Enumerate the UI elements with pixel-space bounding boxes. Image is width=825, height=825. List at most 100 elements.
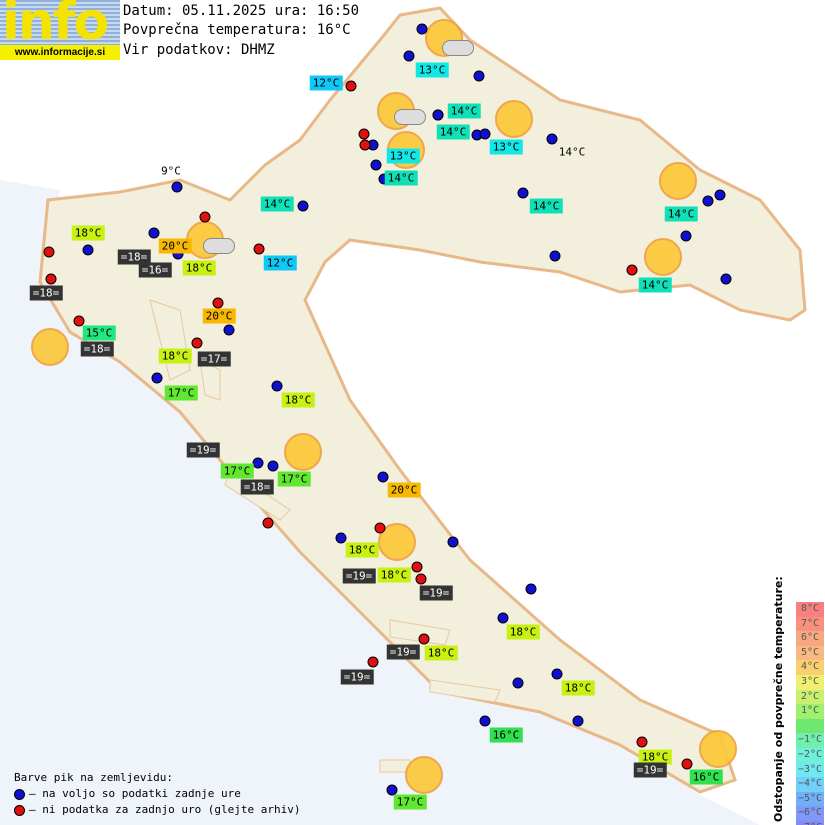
temperature-label[interactable]: 18°C	[345, 542, 379, 558]
station-dot-blue[interactable]	[386, 784, 398, 796]
sea-temperature-label[interactable]: =19=	[340, 669, 374, 685]
temperature-label[interactable]: 17°C	[220, 463, 254, 479]
station-dot-blue[interactable]	[82, 244, 94, 256]
station-dot-blue[interactable]	[473, 70, 485, 82]
logo-url[interactable]: www.informacije.si	[0, 45, 120, 60]
sea-temperature-label[interactable]: =18=	[117, 249, 151, 265]
station-dot-blue[interactable]	[479, 128, 491, 140]
temperature-label[interactable]: 12°C	[263, 255, 297, 271]
scale-step: 3°C	[796, 674, 824, 690]
station-dot-blue[interactable]	[171, 181, 183, 193]
temperature-label[interactable]: 9°C	[161, 164, 181, 178]
sea-temperature-label[interactable]: =19=	[342, 568, 376, 584]
station-dot-blue[interactable]	[720, 273, 732, 285]
station-dot-blue[interactable]	[335, 532, 347, 544]
sea-temperature-label[interactable]: =16=	[138, 262, 172, 278]
station-dot-blue[interactable]	[714, 189, 726, 201]
temperature-label[interactable]: 12°C	[309, 75, 343, 91]
temperature-label[interactable]: 16°C	[489, 727, 523, 743]
station-dot-blue[interactable]	[370, 159, 382, 171]
temperature-label[interactable]: 17°C	[277, 471, 311, 487]
temperature-label[interactable]: 18°C	[281, 392, 315, 408]
station-dot-red[interactable]	[345, 80, 357, 92]
temperature-label[interactable]: 14°C	[384, 170, 418, 186]
station-dot-blue[interactable]	[377, 471, 389, 483]
temperature-label[interactable]: 18°C	[561, 680, 595, 696]
station-dot-blue[interactable]	[512, 677, 524, 689]
sea-temperature-label[interactable]: =18=	[80, 341, 114, 357]
sea-temperature-label[interactable]: =17=	[197, 351, 231, 367]
temperature-label[interactable]: 17°C	[393, 794, 427, 810]
temperature-label[interactable]: 20°C	[158, 238, 192, 254]
temperature-label[interactable]: 14°C	[638, 277, 672, 293]
station-dot-blue[interactable]	[551, 668, 563, 680]
station-dot-blue[interactable]	[271, 380, 283, 392]
temperature-label[interactable]: 18°C	[638, 749, 672, 765]
station-dot-blue[interactable]	[549, 250, 561, 262]
station-dot-red[interactable]	[262, 517, 274, 529]
station-dot-red[interactable]	[359, 139, 371, 151]
station-dot-red[interactable]	[636, 736, 648, 748]
temperature-label[interactable]: 18°C	[182, 260, 216, 276]
station-dot-blue[interactable]	[702, 195, 714, 207]
temperature-label[interactable]: 14°C	[447, 103, 481, 119]
temperature-label[interactable]: 14°C	[664, 206, 698, 222]
temperature-label[interactable]: 13°C	[415, 62, 449, 78]
station-dot-blue[interactable]	[546, 133, 558, 145]
temperature-label[interactable]: 13°C	[489, 139, 523, 155]
temperature-label[interactable]: 14°C	[529, 198, 563, 214]
station-dot-red[interactable]	[43, 246, 55, 258]
temperature-label[interactable]: 17°C	[164, 385, 198, 401]
station-dot-red[interactable]	[253, 243, 265, 255]
temperature-label[interactable]: 13°C	[386, 148, 420, 164]
station-dot-blue[interactable]	[403, 50, 415, 62]
station-dot-red[interactable]	[415, 573, 427, 585]
temperature-label[interactable]: 18°C	[506, 624, 540, 640]
station-dot-blue[interactable]	[517, 187, 529, 199]
station-dot-blue[interactable]	[497, 612, 509, 624]
station-dot-red[interactable]	[418, 633, 430, 645]
station-dot-red[interactable]	[358, 128, 370, 140]
station-dot-red[interactable]	[374, 522, 386, 534]
station-dot-blue[interactable]	[148, 227, 160, 239]
station-dot-red[interactable]	[191, 337, 203, 349]
station-dot-blue[interactable]	[432, 109, 444, 121]
station-dot-blue[interactable]	[151, 372, 163, 384]
temperature-label[interactable]: 15°C	[82, 325, 116, 341]
temperature-label[interactable]: 14°C	[558, 145, 586, 159]
sea-temperature-label[interactable]: =19=	[186, 442, 220, 458]
station-dot-blue[interactable]	[267, 460, 279, 472]
station-dot-red[interactable]	[73, 315, 85, 327]
sea-temperature-label[interactable]: =19=	[633, 762, 667, 778]
temperature-label[interactable]: 16°C	[689, 769, 723, 785]
station-dot-blue[interactable]	[525, 583, 537, 595]
logo[interactable]: info www.informacije.si	[0, 0, 120, 60]
station-dot-blue[interactable]	[447, 536, 459, 548]
station-dot-blue[interactable]	[223, 324, 235, 336]
temperature-label[interactable]: 18°C	[377, 567, 411, 583]
temperature-label[interactable]: 20°C	[202, 308, 236, 324]
station-dot-red[interactable]	[367, 656, 379, 668]
temperature-label[interactable]: 18°C	[71, 225, 105, 241]
temperature-label[interactable]: 18°C	[158, 348, 192, 364]
temperature-label[interactable]: 20°C	[387, 482, 421, 498]
station-dot-blue[interactable]	[297, 200, 309, 212]
station-dot-blue[interactable]	[416, 23, 428, 35]
station-dot-red[interactable]	[199, 211, 211, 223]
station-dot-red[interactable]	[626, 264, 638, 276]
temperature-label[interactable]: 14°C	[260, 196, 294, 212]
temperature-label[interactable]: 14°C	[436, 124, 470, 140]
station-dot-red[interactable]	[681, 758, 693, 770]
sea-temperature-label[interactable]: =19=	[386, 644, 420, 660]
temperature-label[interactable]: 18°C	[424, 645, 458, 661]
station-dot-red[interactable]	[45, 273, 57, 285]
station-dot-red[interactable]	[212, 297, 224, 309]
station-dot-blue[interactable]	[252, 457, 264, 469]
station-dot-blue[interactable]	[680, 230, 692, 242]
station-dot-blue[interactable]	[572, 715, 584, 727]
sea-temperature-label[interactable]: =18=	[240, 479, 274, 495]
station-dot-red[interactable]	[411, 561, 423, 573]
station-dot-blue[interactable]	[479, 715, 491, 727]
sea-temperature-label[interactable]: =19=	[419, 585, 453, 601]
sea-temperature-label[interactable]: =18=	[29, 285, 63, 301]
